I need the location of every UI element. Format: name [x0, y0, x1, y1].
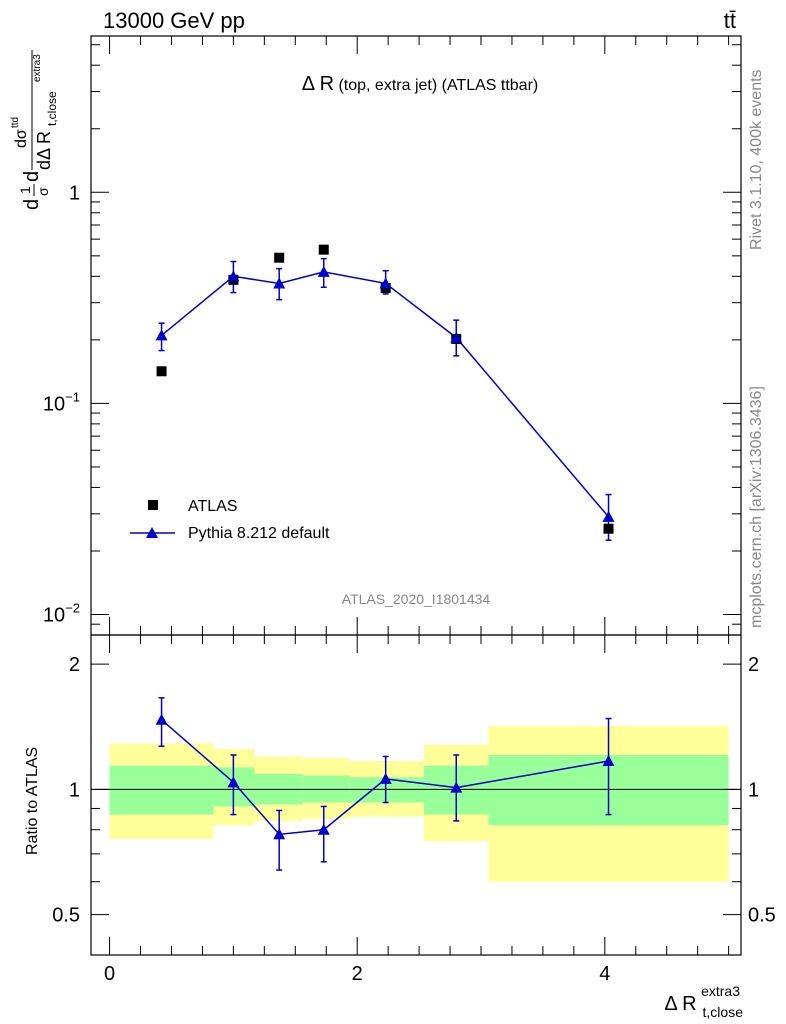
ratio-y-tick-label: 1 — [69, 779, 80, 801]
ratio-panel: 0.5 0.5 1 1 2 2 0 2 4 Ratio to ATLAS Δ R extra3… — [24, 634, 776, 1020]
ratio-x-tick-labels: 0 2 4 — [104, 963, 610, 985]
atlas-point — [156, 366, 167, 377]
main-y-tick-label-exp: −1 — [65, 389, 80, 404]
x-tick-label: 0 — [104, 963, 115, 985]
atlas-point — [603, 523, 614, 534]
ratio-point — [155, 713, 168, 725]
ratio-point — [227, 776, 240, 788]
legend: ATLAS Pythia 8.212 default — [130, 498, 330, 542]
ylabel-d1: d — [21, 199, 43, 210]
ratio-axis-ticks — [91, 635, 741, 956]
main-y-tick-label-exp: −2 — [65, 601, 80, 616]
x-tick-label: 4 — [599, 963, 610, 985]
ratio-frame — [90, 634, 742, 956]
x-tick-label: 2 — [352, 963, 363, 985]
pythia-point — [602, 510, 615, 522]
mcplots-label: mcplots.cern.ch [arXiv:1306.3436] — [748, 386, 765, 628]
main-y-tick-label: 1 — [69, 182, 80, 204]
pythia-point — [450, 331, 463, 343]
pythia-point — [155, 329, 168, 341]
ylabel-frac-den: σ — [35, 187, 51, 196]
ratio-y-tick-label-right: 0.5 — [748, 905, 776, 927]
rivet-label: Rivet 3.1.10, 400k events — [748, 69, 765, 250]
ratio-band-inner — [109, 765, 214, 815]
pythia-point — [379, 277, 392, 289]
ylabel-frac-num: 1 — [17, 186, 33, 194]
ratio-point — [379, 772, 392, 784]
atlas-point — [274, 252, 285, 263]
legend-atlas-marker — [148, 500, 158, 510]
ratio-series — [155, 697, 615, 871]
ratio-bands — [109, 726, 729, 882]
ratio-y-axis-label: Ratio to ATLAS — [24, 747, 41, 855]
pythia-point — [273, 277, 286, 289]
x-axis-label: Δ R extra3 — [664, 983, 740, 1015]
ylabel-den-sub: t,close — [45, 91, 59, 126]
ylabel-d2: d — [21, 171, 43, 182]
ylabel-num: dσ — [13, 129, 30, 148]
pythia-point — [317, 265, 330, 277]
atlas-point — [318, 244, 329, 255]
ratio-point — [450, 781, 463, 793]
main-plot-title: Δ R (top, extra jet) (ATLAS ttbar) — [302, 73, 538, 95]
ratio-y-tick-label-right: 1 — [748, 779, 759, 801]
ylabel-num-sup: ttd — [10, 117, 21, 128]
main-y-tick-label: 10−2 — [43, 601, 80, 627]
legend-pythia-label: Pythia 8.212 default — [188, 525, 330, 542]
ylabel-den: dΔ R — [34, 131, 54, 170]
main-plot-title-sub: (top, extra jet) (ATLAS ttbar) — [334, 77, 538, 94]
ratio-y-tick-labels: 0.5 0.5 1 1 2 2 — [52, 654, 776, 927]
main-plot-title-main: Δ R — [302, 73, 334, 95]
ratio-y-tick-label: 0.5 — [52, 905, 80, 927]
main-y-tick-label-base: 10 — [43, 393, 65, 415]
main-y-tick-label: 10−1 — [43, 389, 80, 415]
ratio-y-tick-label: 2 — [69, 654, 80, 676]
main-y-tick-label-base: 10 — [43, 605, 65, 627]
main-series — [155, 244, 615, 541]
header-left-label: 13000 GeV pp — [103, 8, 245, 33]
main-y-axis-label: d 1 σ d dσ ttd dΔ R t,close extra3 — [10, 50, 59, 210]
header-right-label: tt̄ — [724, 8, 736, 33]
x-axis-label-sub: t,close — [703, 1004, 744, 1020]
main-panel: 110−110−2 Δ R (top, extra jet) (ATLAS tt… — [10, 35, 742, 636]
main-axis-ticks — [91, 36, 741, 636]
analysis-label: ATLAS_2020_I1801434 — [342, 591, 491, 607]
x-axis-label-main: Δ R — [664, 993, 696, 1015]
main-frame — [90, 35, 742, 636]
ratio-point — [317, 823, 330, 835]
legend-pythia-marker — [146, 527, 158, 538]
main-y-tick-label-base: 1 — [69, 182, 80, 204]
ratio-y-tick-label-right: 2 — [748, 654, 759, 676]
legend-atlas-label: ATLAS — [188, 498, 238, 515]
pythia-line — [161, 271, 610, 518]
main-y-tick-labels: 110−110−2 — [43, 182, 80, 626]
x-axis-label-sup: extra3 — [701, 983, 740, 999]
pythia-point — [227, 270, 240, 282]
ratio-point — [273, 828, 286, 840]
ylabel-den-sup: extra3 — [32, 54, 43, 82]
ratio-point — [602, 755, 615, 767]
